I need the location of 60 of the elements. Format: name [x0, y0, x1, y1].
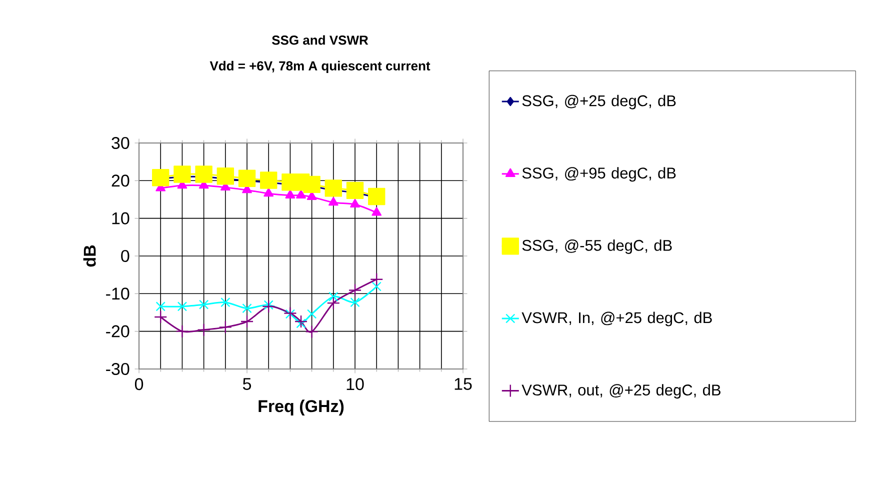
legend-label: SSG, @+25 degC, dB: [522, 94, 676, 110]
point: [285, 309, 296, 319]
legend-label: SSG, @-55 degC, dB: [522, 239, 672, 254]
point: [294, 314, 308, 328]
legend-label: VSWR, In, @+25 degC, dB: [522, 312, 712, 326]
y-tick-label: 20: [112, 174, 130, 187]
y-tick-label: 0: [121, 250, 130, 262]
point: [346, 182, 364, 200]
point: [238, 170, 256, 187]
point: [264, 188, 274, 197]
x-tick-label: 5: [242, 378, 252, 390]
point: [174, 166, 191, 183]
point: [156, 302, 166, 312]
legend-label: SSG, @+95 degC, dB: [522, 167, 676, 182]
x-tick-label: 10: [346, 378, 364, 390]
point: [368, 188, 386, 206]
legend-label: VSWR, out, @+25 degC, dB: [522, 384, 720, 399]
point: [242, 304, 252, 314]
y-tick-label: 10: [112, 212, 130, 224]
point: [303, 176, 320, 194]
point: [326, 296, 340, 310]
point: [197, 323, 210, 336]
point: [350, 198, 360, 208]
point: [177, 302, 188, 312]
point: [198, 300, 209, 310]
point: [328, 196, 338, 206]
y-axis-title: dB: [83, 245, 96, 267]
chart-title: SSG and VSWR: [272, 35, 368, 45]
point: [372, 207, 382, 216]
point: [285, 190, 296, 198]
point: [262, 300, 276, 314]
x-tick-label: 0: [134, 378, 144, 390]
point: [328, 292, 338, 302]
point: [176, 324, 189, 338]
point: [216, 168, 234, 185]
point: [240, 314, 254, 328]
point: [306, 309, 317, 319]
chart-subtitle: Vdd = +6V, 78m A quiescent current: [210, 60, 430, 74]
point: [260, 172, 278, 189]
point: [220, 297, 230, 308]
x-tick-label: 15: [454, 378, 472, 390]
point: [372, 282, 382, 292]
y-tick-label: -30: [106, 362, 130, 376]
point: [195, 166, 212, 183]
point: [152, 169, 170, 186]
point: [348, 284, 362, 297]
y-tick-label: -10: [106, 288, 130, 300]
point: [296, 190, 306, 198]
point: [350, 297, 360, 308]
x-axis-title: Freq (GHz): [258, 400, 344, 416]
point: [324, 180, 342, 197]
point: [218, 320, 232, 334]
y-tick-label: 30: [112, 136, 130, 150]
point: [284, 306, 297, 320]
point: [264, 300, 274, 310]
point: [154, 310, 168, 324]
point: [305, 325, 318, 338]
point: [296, 318, 306, 328]
y-tick-label: -20: [106, 325, 130, 338]
point: [370, 272, 384, 286]
